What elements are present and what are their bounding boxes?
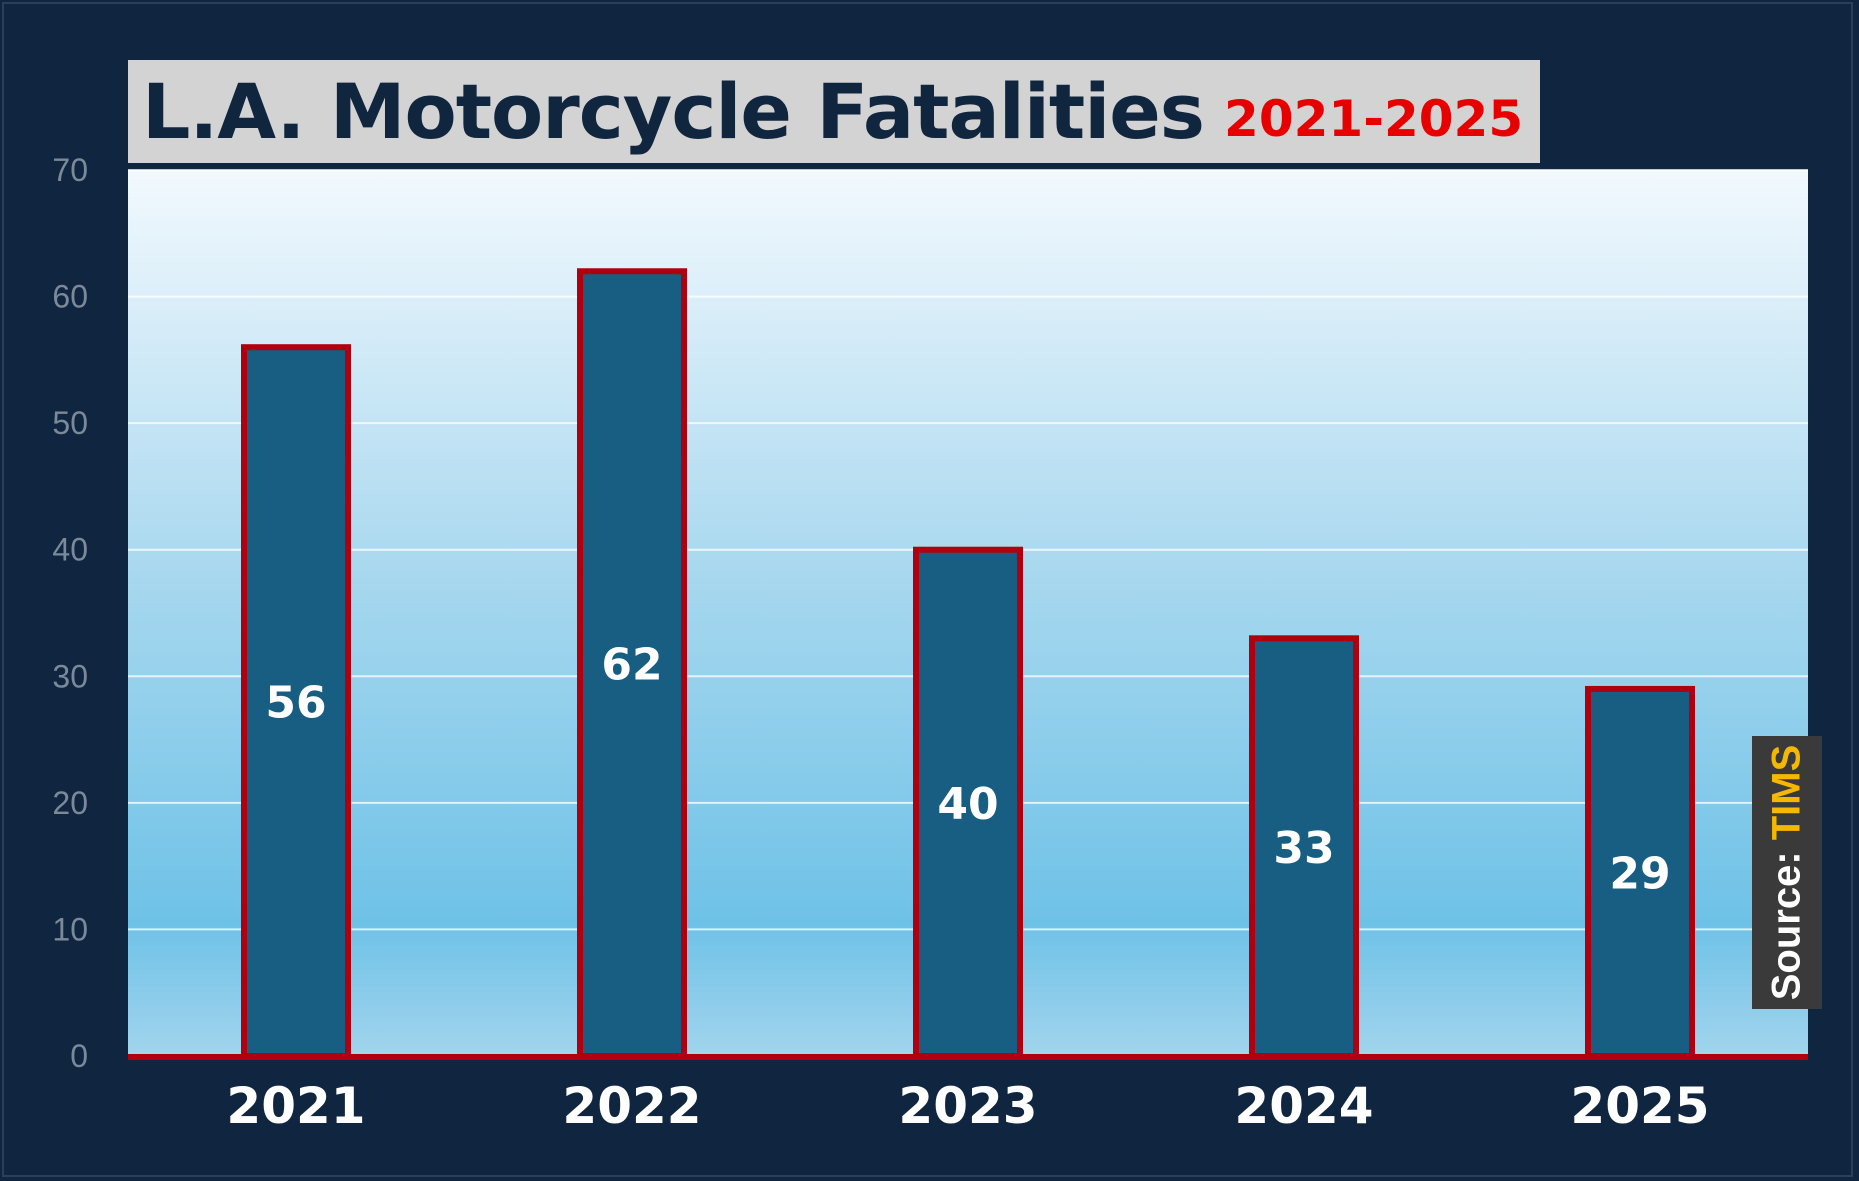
- bar-2022: [577, 268, 687, 1059]
- x-tick-label: 2022: [562, 1077, 701, 1135]
- y-tick-label: 50: [52, 405, 88, 441]
- data-label: 33: [1273, 823, 1334, 874]
- data-label: 62: [601, 640, 662, 691]
- x-axis: 2021 2022 2023 2024 2025: [226, 1077, 1709, 1135]
- x-tick-label: 2023: [898, 1077, 1037, 1135]
- x-tick-label: 2024: [1234, 1077, 1373, 1135]
- source-label: Source:: [1764, 840, 1809, 1001]
- bars: [241, 268, 1695, 1059]
- y-tick-label: 70: [52, 152, 88, 188]
- x-tick-label: 2021: [226, 1077, 365, 1135]
- x-tick-label: 2025: [1570, 1077, 1709, 1135]
- chart-title-box: L.A. Motorcycle Fatalities 2021-2025: [128, 60, 1540, 163]
- source-text: Source: TIMS: [1765, 745, 1810, 1001]
- bar-2024: [1249, 635, 1359, 1059]
- y-tick-label: 40: [52, 532, 88, 568]
- chart-subtitle: 2021-2025: [1224, 89, 1524, 148]
- y-tick-label: 60: [52, 279, 88, 315]
- data-labels: 56 62 40 33 29: [265, 640, 1670, 900]
- y-tick-label: 20: [52, 785, 88, 821]
- bar-2021: [241, 344, 351, 1059]
- bar-2025: [1585, 685, 1695, 1059]
- y-tick-label: 0: [70, 1038, 88, 1074]
- y-tick-label: 30: [52, 658, 88, 694]
- data-label: 29: [1609, 848, 1670, 899]
- chart-title: L.A. Motorcycle Fatalities: [142, 67, 1205, 156]
- source-value: TIMS: [1764, 744, 1809, 841]
- y-tick-label: 10: [52, 911, 88, 947]
- data-label: 56: [265, 678, 326, 729]
- source-badge: Source: TIMS: [1752, 736, 1822, 1009]
- y-axis: 0 10 20 30 40 50 60 70: [52, 152, 88, 1074]
- data-label: 40: [937, 779, 998, 830]
- gridlines: [128, 169, 1808, 931]
